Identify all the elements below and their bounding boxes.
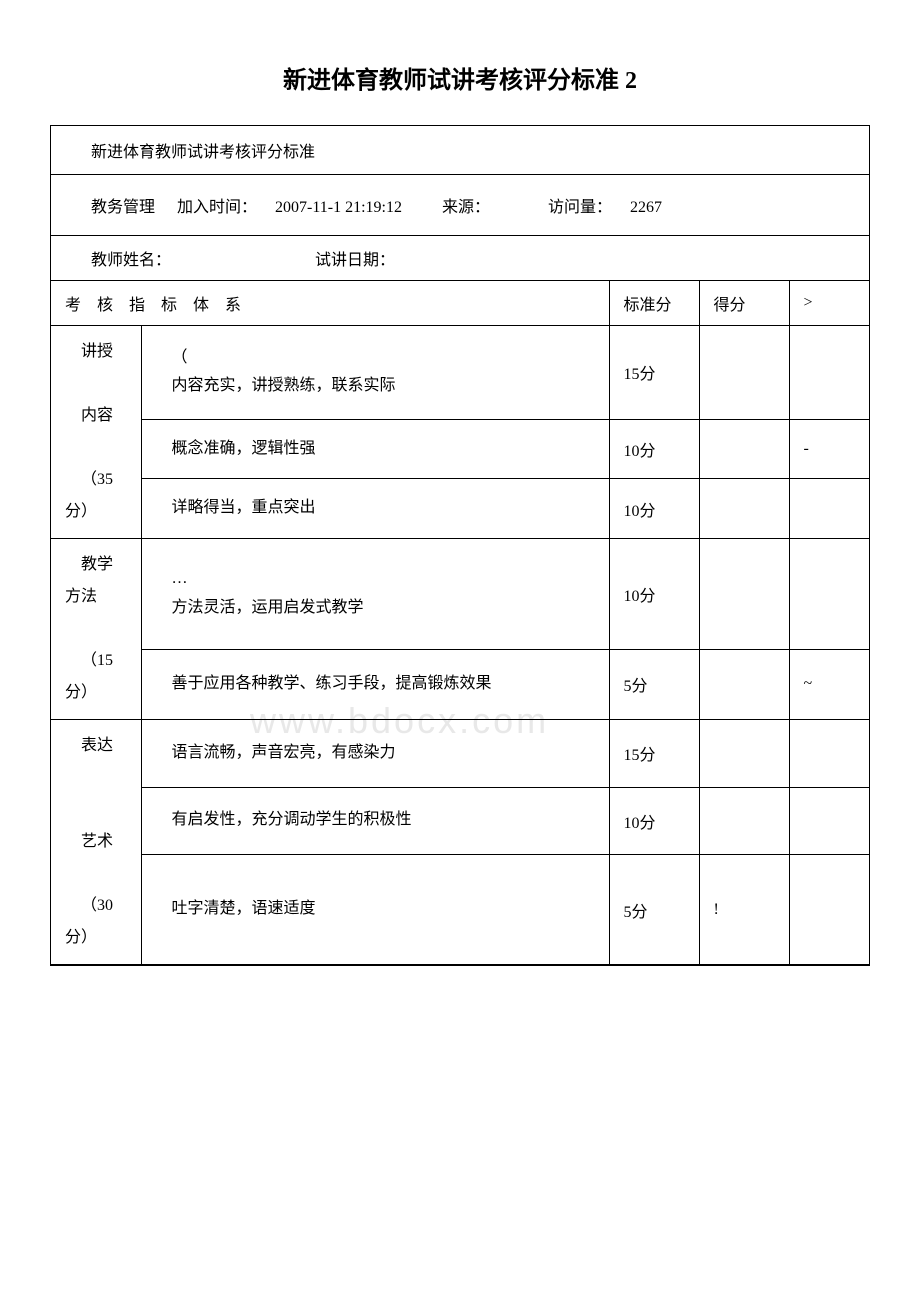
- score-cell: 10分: [609, 479, 699, 539]
- got-cell: [699, 479, 789, 539]
- got-cell: !: [699, 855, 789, 965]
- extra-cell: [789, 787, 869, 855]
- form-row: 教师姓名： 试讲日期：: [51, 236, 869, 281]
- criterion-cell: 吐字清楚，语速适度: [141, 855, 609, 965]
- table-row: 吐字清楚，语速适度 5分 !: [51, 855, 869, 965]
- score-cell: 15分: [609, 326, 699, 420]
- criterion-cell: 善于应用各种教学、练习手段，提高锻炼效果: [141, 649, 609, 719]
- category-cell-1: 讲授 内容 （35分）: [51, 326, 141, 539]
- score-cell: 10分: [609, 539, 699, 650]
- criterion-cell: 语言流畅，声音宏亮，有感染力: [141, 720, 609, 788]
- document-container: www.bdocx.com 新进体育教师试讲考核评分标准 2 新进体育教师试讲考…: [50, 60, 870, 966]
- table-row: 教学方法 （15分） … 方法灵活，运用启发式教学 10分: [51, 539, 869, 650]
- col-standard: 标准分: [609, 281, 699, 326]
- score-cell: 10分: [609, 787, 699, 855]
- meta-category: 教务管理: [91, 199, 155, 216]
- extra-cell: [789, 326, 869, 420]
- criterion-cell: 概念准确，逻辑性强: [141, 419, 609, 479]
- teacher-name-label: 教师姓名：: [91, 246, 311, 270]
- subtitle-row: 新进体育教师试讲考核评分标准: [51, 126, 869, 175]
- extra-cell: [789, 720, 869, 788]
- criterion-cell: … 方法灵活，运用启发式教学: [141, 539, 609, 650]
- column-header-row: 考 核 指 标 体 系 标准分 得分 >: [51, 281, 869, 326]
- rubric-table: 考 核 指 标 体 系 标准分 得分 > 讲授 内容 （35分） （ 内容充实，…: [51, 281, 869, 965]
- score-cell: 10分: [609, 419, 699, 479]
- score-cell: 15分: [609, 720, 699, 788]
- page-title: 新进体育教师试讲考核评分标准 2: [50, 60, 870, 95]
- score-cell: 5分: [609, 855, 699, 965]
- subtitle-text: 新进体育教师试讲考核评分标准: [91, 144, 315, 161]
- table-row: 概念准确，逻辑性强 10分 -: [51, 419, 869, 479]
- col-extra: >: [789, 281, 869, 326]
- got-cell: [699, 787, 789, 855]
- table-row: 表达 艺术 （30分） 语言流畅，声音宏亮，有感染力 15分: [51, 720, 869, 788]
- got-cell: [699, 326, 789, 420]
- got-cell: [699, 419, 789, 479]
- meta-time: 加入时间：2007-11-1 21:19:12: [177, 199, 420, 216]
- table-row: 讲授 内容 （35分） （ 内容充实，讲授熟练，联系实际 15分: [51, 326, 869, 420]
- lecture-date-label: 试讲日期：: [315, 252, 395, 269]
- extra-cell: [789, 479, 869, 539]
- col-score: 得分: [699, 281, 789, 326]
- category-cell-2: 教学方法 （15分）: [51, 539, 141, 720]
- outer-table: 新进体育教师试讲考核评分标准 教务管理 加入时间：2007-11-1 21:19…: [50, 125, 870, 966]
- criterion-cell: 有启发性，充分调动学生的积极性: [141, 787, 609, 855]
- meta-source: 来源：: [442, 199, 526, 216]
- col-system: 考 核 指 标 体 系: [51, 281, 609, 326]
- got-cell: [699, 649, 789, 719]
- score-cell: 5分: [609, 649, 699, 719]
- criterion-cell: （ 内容充实，讲授熟练，联系实际: [141, 326, 609, 420]
- table-row: 善于应用各种教学、练习手段，提高锻炼效果 5分 ~: [51, 649, 869, 719]
- table-row: 有启发性，充分调动学生的积极性 10分: [51, 787, 869, 855]
- table-row: 详略得当，重点突出 10分: [51, 479, 869, 539]
- got-cell: [699, 539, 789, 650]
- meta-visits: 访问量：2267: [548, 199, 680, 216]
- extra-cell: -: [789, 419, 869, 479]
- meta-row: 教务管理 加入时间：2007-11-1 21:19:12 来源： 访问量：226…: [51, 175, 869, 236]
- extra-cell: ~: [789, 649, 869, 719]
- extra-cell: [789, 539, 869, 650]
- got-cell: [699, 720, 789, 788]
- category-cell-3: 表达 艺术 （30分）: [51, 720, 141, 965]
- extra-cell: [789, 855, 869, 965]
- criterion-cell: 详略得当，重点突出: [141, 479, 609, 539]
